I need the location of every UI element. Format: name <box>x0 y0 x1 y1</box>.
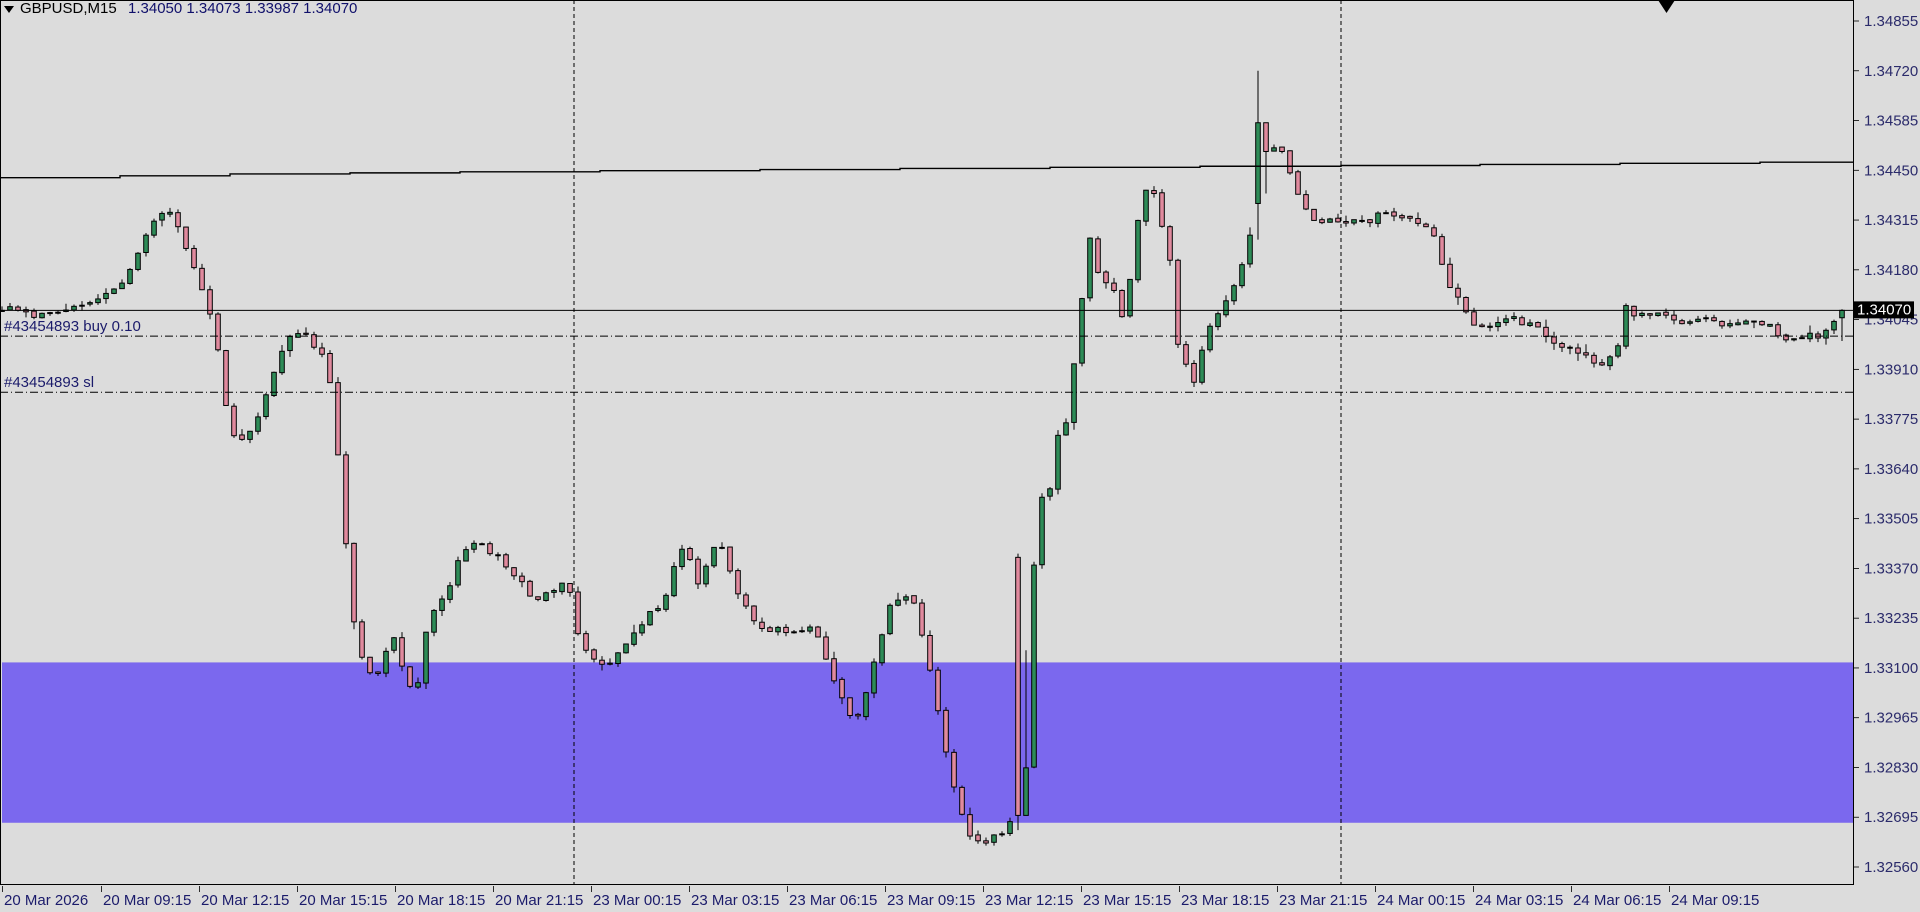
svg-text:20 Mar 18:15: 20 Mar 18:15 <box>397 892 485 909</box>
svg-text:1.32830: 1.32830 <box>1864 759 1918 776</box>
svg-text:23 Mar 03:15: 23 Mar 03:15 <box>691 892 779 909</box>
svg-text:24 Mar 00:15: 24 Mar 00:15 <box>1377 892 1465 909</box>
svg-text:1.34450: 1.34450 <box>1864 162 1918 179</box>
svg-text:23 Mar 21:15: 23 Mar 21:15 <box>1279 892 1367 909</box>
svg-text:1.33100: 1.33100 <box>1864 660 1918 677</box>
svg-text:23 Mar 15:15: 23 Mar 15:15 <box>1083 892 1171 909</box>
svg-text:1.34720: 1.34720 <box>1864 63 1918 80</box>
svg-text:1.33640: 1.33640 <box>1864 461 1918 478</box>
svg-text:20 Mar 15:15: 20 Mar 15:15 <box>299 892 387 909</box>
svg-text:1.33910: 1.33910 <box>1864 361 1918 378</box>
svg-text:20 Mar 12:15: 20 Mar 12:15 <box>201 892 289 909</box>
svg-text:1.33235: 1.33235 <box>1864 610 1918 627</box>
svg-text:1.34585: 1.34585 <box>1864 113 1918 130</box>
svg-text:GBPUSD,M15: GBPUSD,M15 <box>20 0 117 17</box>
svg-text:23 Mar 18:15: 23 Mar 18:15 <box>1181 892 1269 909</box>
svg-text:1.33370: 1.33370 <box>1864 560 1918 577</box>
svg-text:24 Mar 03:15: 24 Mar 03:15 <box>1475 892 1563 909</box>
svg-text:1.32695: 1.32695 <box>1864 809 1918 826</box>
svg-text:1.32965: 1.32965 <box>1864 710 1918 727</box>
svg-text:20 Mar 09:15: 20 Mar 09:15 <box>103 892 191 909</box>
svg-text:1.34050 1.34073 1.33987 1.3407: 1.34050 1.34073 1.33987 1.34070 <box>128 0 357 17</box>
svg-text:23 Mar 09:15: 23 Mar 09:15 <box>887 892 975 909</box>
svg-text:23 Mar 06:15: 23 Mar 06:15 <box>789 892 877 909</box>
svg-text:1.34180: 1.34180 <box>1864 262 1918 279</box>
svg-text:20 Mar 21:15: 20 Mar 21:15 <box>495 892 583 909</box>
svg-text:#43454893 buy 0.10: #43454893 buy 0.10 <box>4 318 141 335</box>
svg-text:1.32560: 1.32560 <box>1864 859 1918 876</box>
svg-text:23 Mar 12:15: 23 Mar 12:15 <box>985 892 1073 909</box>
svg-text:24 Mar 06:15: 24 Mar 06:15 <box>1573 892 1661 909</box>
svg-text:1.33775: 1.33775 <box>1864 411 1918 428</box>
svg-text:23 Mar 00:15: 23 Mar 00:15 <box>593 892 681 909</box>
svg-text:#43454893 sl: #43454893 sl <box>4 374 94 391</box>
svg-text:1.34855: 1.34855 <box>1864 13 1918 30</box>
svg-text:20 Mar 2026: 20 Mar 2026 <box>4 892 88 909</box>
svg-text:24 Mar 09:15: 24 Mar 09:15 <box>1671 892 1759 909</box>
svg-text:1.33505: 1.33505 <box>1864 511 1918 528</box>
svg-text:1.34315: 1.34315 <box>1864 212 1918 229</box>
svg-text:1.34070: 1.34070 <box>1857 301 1911 318</box>
